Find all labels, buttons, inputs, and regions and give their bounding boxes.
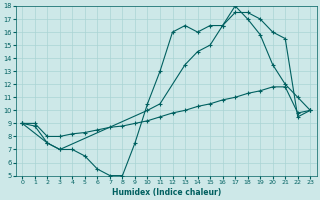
X-axis label: Humidex (Indice chaleur): Humidex (Indice chaleur) xyxy=(112,188,221,197)
